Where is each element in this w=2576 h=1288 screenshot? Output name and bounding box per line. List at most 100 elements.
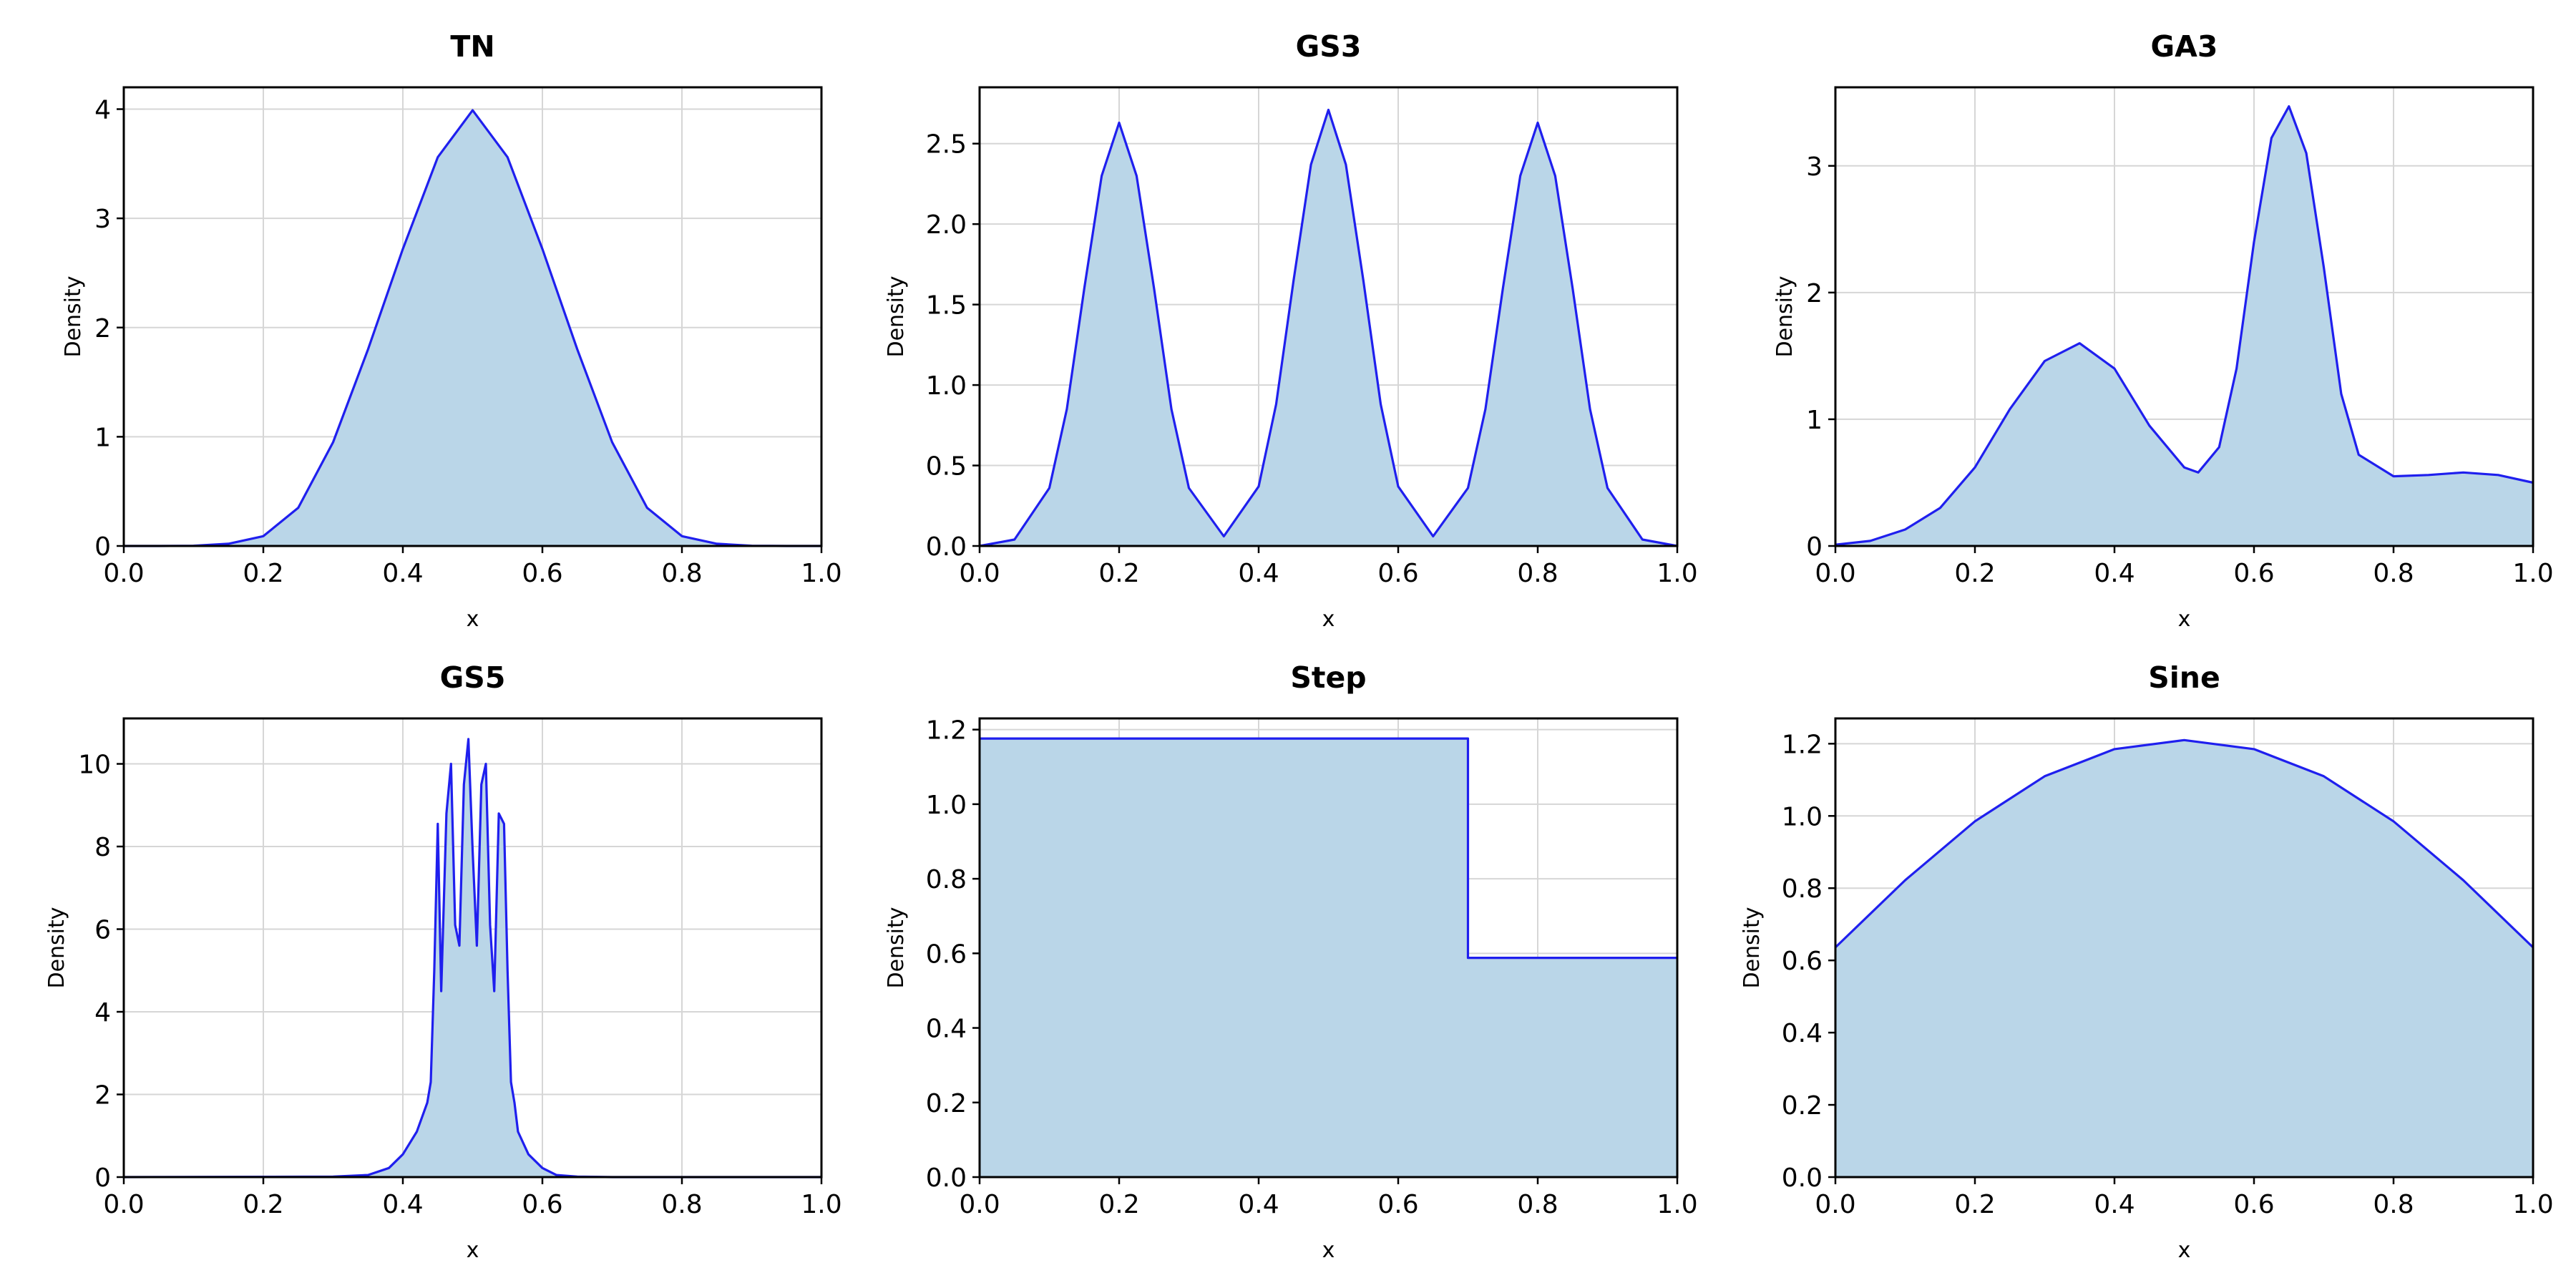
- x-tick-label: 1.0: [1657, 559, 1697, 588]
- y-axis-label: Density: [884, 907, 909, 988]
- y-axis-label: Density: [1740, 907, 1765, 988]
- density-line: [124, 109, 821, 547]
- x-tick-label: 0.6: [2233, 1190, 2274, 1219]
- x-tick-label: 0.8: [661, 1190, 702, 1219]
- x-tick-label: 0.0: [1815, 559, 1855, 588]
- x-tick-label: 1.0: [2512, 559, 2553, 588]
- subplot-title: Step: [1290, 660, 1366, 695]
- y-tick-label: 0.0: [926, 532, 967, 562]
- y-tick-label: 2: [94, 1081, 111, 1111]
- y-tick-label: 0.8: [1782, 874, 1823, 904]
- density-fill: [980, 109, 1677, 546]
- x-tick-label: 1.0: [801, 559, 841, 588]
- x-tick-label: 0.6: [2233, 559, 2274, 588]
- x-tick-label: 0.6: [522, 1190, 562, 1219]
- density-fill: [124, 738, 821, 1177]
- y-tick-label: 0.2: [1782, 1091, 1823, 1121]
- x-tick-label: 0.6: [1377, 1190, 1418, 1219]
- y-tick-label: 0: [94, 1163, 111, 1193]
- subplot-title: GA3: [2151, 29, 2218, 64]
- x-tick-label: 1.0: [801, 1190, 841, 1219]
- x-tick-label: 0.8: [1517, 1190, 1558, 1219]
- x-tick-label: 0.4: [2094, 559, 2135, 588]
- subplot-title: Sine: [2148, 660, 2220, 695]
- x-axis-label: x: [2178, 1238, 2191, 1263]
- axes-frame: [1834, 717, 2534, 1179]
- y-tick-label: 1.0: [926, 791, 967, 820]
- y-tick-label: 2: [94, 314, 111, 343]
- y-tick-label: 8: [94, 833, 111, 862]
- x-tick-label: 0.4: [382, 559, 423, 588]
- y-axis-label: Density: [61, 275, 86, 357]
- x-tick-label: 0.6: [522, 559, 562, 588]
- x-tick-label: 0.4: [2094, 1190, 2135, 1219]
- density-fill: [1835, 740, 2533, 1177]
- x-tick-label: 0.0: [959, 1190, 1000, 1219]
- x-tick-label: 1.0: [2512, 1190, 2553, 1219]
- density-fill: [124, 110, 821, 547]
- axes-frame: [978, 86, 1679, 547]
- x-tick-label: 0.2: [1954, 559, 1995, 588]
- y-tick-label: 1.0: [926, 371, 967, 401]
- y-axis-label: Density: [884, 275, 909, 357]
- subplot-title: TN: [450, 29, 494, 64]
- x-axis-label: x: [1322, 1238, 1335, 1263]
- y-tick-label: 0.6: [1782, 947, 1823, 976]
- x-tick-label: 0.4: [382, 1190, 423, 1219]
- y-tick-label: 0: [1806, 532, 1823, 562]
- density-line: [980, 737, 1677, 960]
- y-tick-label: 10: [78, 751, 111, 780]
- y-tick-label: 0.6: [926, 940, 967, 969]
- subplot-gs5: 0.0 0.2 0.4 0.6 0.8 1.0 0 2 4 6 8 10 GS5 x Density: [44, 660, 842, 1263]
- y-tick-label: 1: [1806, 406, 1823, 435]
- y-tick-label: 1.0: [1782, 802, 1823, 831]
- density-line: [1835, 105, 2534, 546]
- x-tick-label: 0.4: [1238, 1190, 1279, 1219]
- x-tick-label: 0.6: [1377, 559, 1418, 588]
- y-tick-label: 0.2: [926, 1089, 967, 1118]
- y-tick-label: 1.2: [1782, 730, 1823, 759]
- x-tick-label: 0.8: [661, 559, 702, 588]
- y-axis-label: Density: [1772, 275, 1797, 357]
- x-axis-label: x: [467, 607, 479, 632]
- x-tick-label: 1.0: [1657, 1190, 1697, 1219]
- density-fill: [980, 738, 1677, 1177]
- axes-frame: [122, 86, 823, 547]
- y-tick-label: 0.5: [926, 452, 967, 482]
- x-tick-label: 0.2: [1098, 1190, 1139, 1219]
- subplot-step: 0.0 0.2 0.4 0.6 0.8 1.0 0.0 0.2 0.4 0.6 0.8 1.0 1.2 S…: [884, 660, 1698, 1263]
- y-tick-label: 2.0: [926, 210, 967, 240]
- y-tick-label: 0.8: [926, 865, 967, 894]
- y-tick-label: 3: [94, 205, 111, 234]
- y-tick-label: 0: [94, 532, 111, 562]
- y-tick-label: 6: [94, 916, 111, 945]
- x-axis-label: x: [467, 1238, 479, 1263]
- y-tick-label: 1: [94, 423, 111, 452]
- subplot-gs3: 0.0 0.2 0.4 0.6 0.8 1.0 0.0 0.5 1.0 1.5 2.0 2.5 GS3 x…: [884, 29, 1698, 632]
- subplot-tn: 0.0 0.2 0.4 0.6 0.8 1.0 0 1 2 3 4 TN x Density: [61, 29, 842, 632]
- y-tick-label: 2.5: [926, 130, 967, 160]
- x-tick-label: 0.2: [1954, 1190, 1995, 1219]
- x-tick-label: 0.4: [1238, 559, 1279, 588]
- x-tick-label: 0.8: [2373, 1190, 2414, 1219]
- density-fill: [1835, 106, 2533, 547]
- axes-frame: [1834, 86, 2534, 547]
- x-tick-label: 0.2: [1098, 559, 1139, 588]
- density-line: [123, 738, 821, 1179]
- y-tick-label: 0.4: [926, 1015, 967, 1044]
- x-tick-label: 0.0: [103, 1190, 144, 1219]
- y-tick-label: 0.0: [926, 1163, 967, 1193]
- subplot-title: GS3: [1296, 29, 1362, 64]
- subplot-title: GS5: [440, 660, 506, 695]
- x-axis-label: x: [2178, 607, 2191, 632]
- x-tick-label: 0.0: [103, 559, 144, 588]
- y-tick-label: 4: [94, 96, 111, 125]
- x-axis-label: x: [1322, 607, 1335, 632]
- subplot-sine: 0.0 0.2 0.4 0.6 0.8 1.0 0.0 0.2 0.4 0.6 0.8 1.0 1.2 S…: [1740, 660, 2554, 1263]
- y-tick-label: 4: [94, 998, 111, 1028]
- axes-frame: [978, 717, 1679, 1179]
- y-tick-label: 0.4: [1782, 1019, 1823, 1048]
- y-tick-label: 0.0: [1782, 1163, 1823, 1193]
- x-tick-label: 0.0: [1815, 1190, 1855, 1219]
